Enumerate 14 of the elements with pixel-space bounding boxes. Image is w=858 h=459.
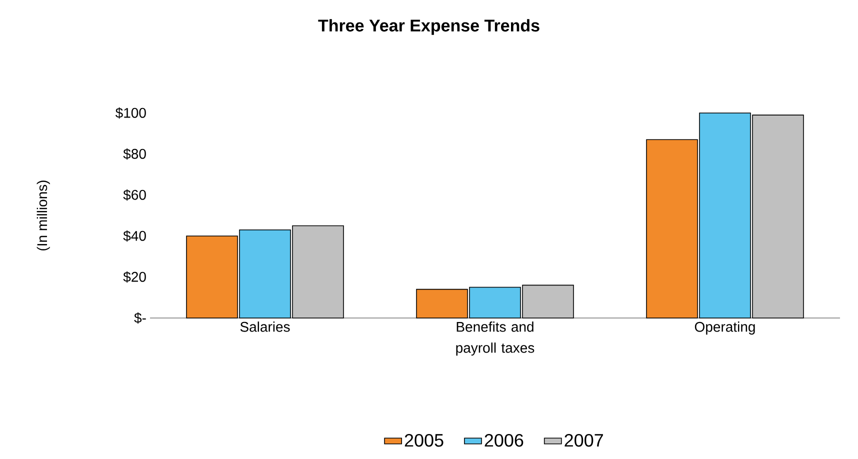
y-tick-label: $60 [123, 189, 146, 201]
chart-title: Three Year Expense Trends [318, 19, 540, 35]
y-tick-label: $80 [123, 148, 146, 160]
y-axis-title: (In millions) [36, 180, 50, 250]
y-tick-label: $- [134, 312, 146, 324]
y-tick-label: $40 [123, 230, 146, 242]
legend-label: 2006 [484, 434, 524, 447]
y-tick-label: $100 [115, 107, 146, 119]
x-tick-label: Salaries [240, 322, 290, 332]
legend-label: 2007 [564, 434, 603, 447]
x-tick-label: Operating [694, 322, 755, 335]
y-tick-label: $20 [123, 271, 146, 283]
x-tick-label: Benefits and payroll taxes [456, 322, 534, 356]
legend-label: 2005 [404, 434, 444, 447]
